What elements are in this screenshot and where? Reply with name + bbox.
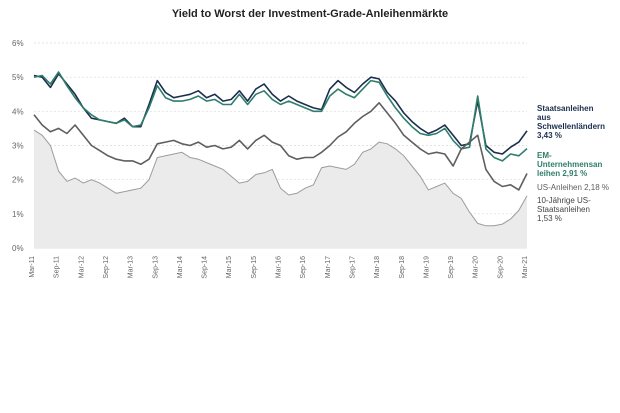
legend-label-line: 1,53 % [537, 214, 562, 223]
x-tick-label: Mar-18 [374, 256, 381, 278]
legend-label-line: Staatsanleihen [537, 205, 590, 214]
x-tick-label: Sep-18 [399, 256, 406, 279]
x-tick-label: Sep-12 [103, 256, 110, 279]
series-line-2 [33, 102, 528, 191]
y-tick-label: 3% [12, 142, 24, 151]
legend-label-line: US-Anleihen 2,18 % [537, 183, 610, 192]
x-tick-label: Mar-19 [423, 256, 430, 278]
x-tick-label: Mar-13 [128, 256, 135, 278]
chart-title: Yield to Worst der Investment-Grade-Anle… [171, 8, 449, 20]
y-tick-label: 4% [12, 107, 24, 116]
x-tick-label: Mar-17 [325, 256, 332, 278]
legend-label-line: Staatsanleihen [537, 104, 594, 113]
legend-label-line: Unternehmensan [537, 160, 603, 169]
legend-label-line: aus [537, 113, 551, 122]
series-area-fill [34, 130, 527, 248]
legend-entry: Staatsanleihen aus Schwellenländern 3,43 % [537, 104, 605, 140]
x-tick-label: Sep-15 [251, 256, 258, 279]
x-tick-label: Mar-15 [226, 256, 233, 278]
legend-entry: US-Anleihen 2,18 % [537, 183, 609, 192]
x-tick-label: Sep-11 [54, 256, 61, 278]
x-tick-label: Mar-11 [29, 256, 36, 278]
series-line-0 [33, 73, 528, 155]
x-tick-label: Mar-12 [78, 256, 85, 278]
x-tick-label: Mar-21 [522, 256, 529, 278]
legend-label-line: leihen 2,91 % [537, 169, 588, 178]
y-tick-label: 0% [12, 244, 24, 253]
x-tick-label: Sep-16 [300, 256, 307, 279]
x-tick-label: Mar-16 [276, 256, 283, 278]
series-line-1 [33, 71, 528, 162]
legend-entry: EM- Unternehmensan leihen 2,91 % [537, 151, 602, 178]
x-tick-label: Sep-20 [497, 256, 504, 279]
x-tick-label: Sep-17 [349, 256, 356, 279]
y-tick-label: 2% [12, 176, 24, 185]
x-tick-label: Sep-13 [152, 256, 159, 279]
legend-label-line: Schwellenländern [537, 122, 606, 131]
y-tick-label: 1% [12, 210, 24, 219]
x-tick-label: Mar-20 [473, 256, 480, 278]
legend-label-line: 10-Jährige US- [537, 196, 591, 205]
x-tick-label: Sep-19 [448, 256, 455, 279]
legend-entry: 10-Jährige US- Staatsanleihen 1,53 % [537, 196, 591, 223]
legend-label-line: 3,43 % [537, 131, 562, 140]
y-tick-label: 6% [12, 39, 24, 48]
x-tick-label: Sep-14 [202, 256, 209, 279]
y-tick-label: 5% [12, 73, 24, 82]
series-line-treasury-10y [33, 129, 528, 227]
x-tick-label: Mar-14 [177, 256, 184, 278]
legend-label-line: EM- [537, 151, 552, 160]
